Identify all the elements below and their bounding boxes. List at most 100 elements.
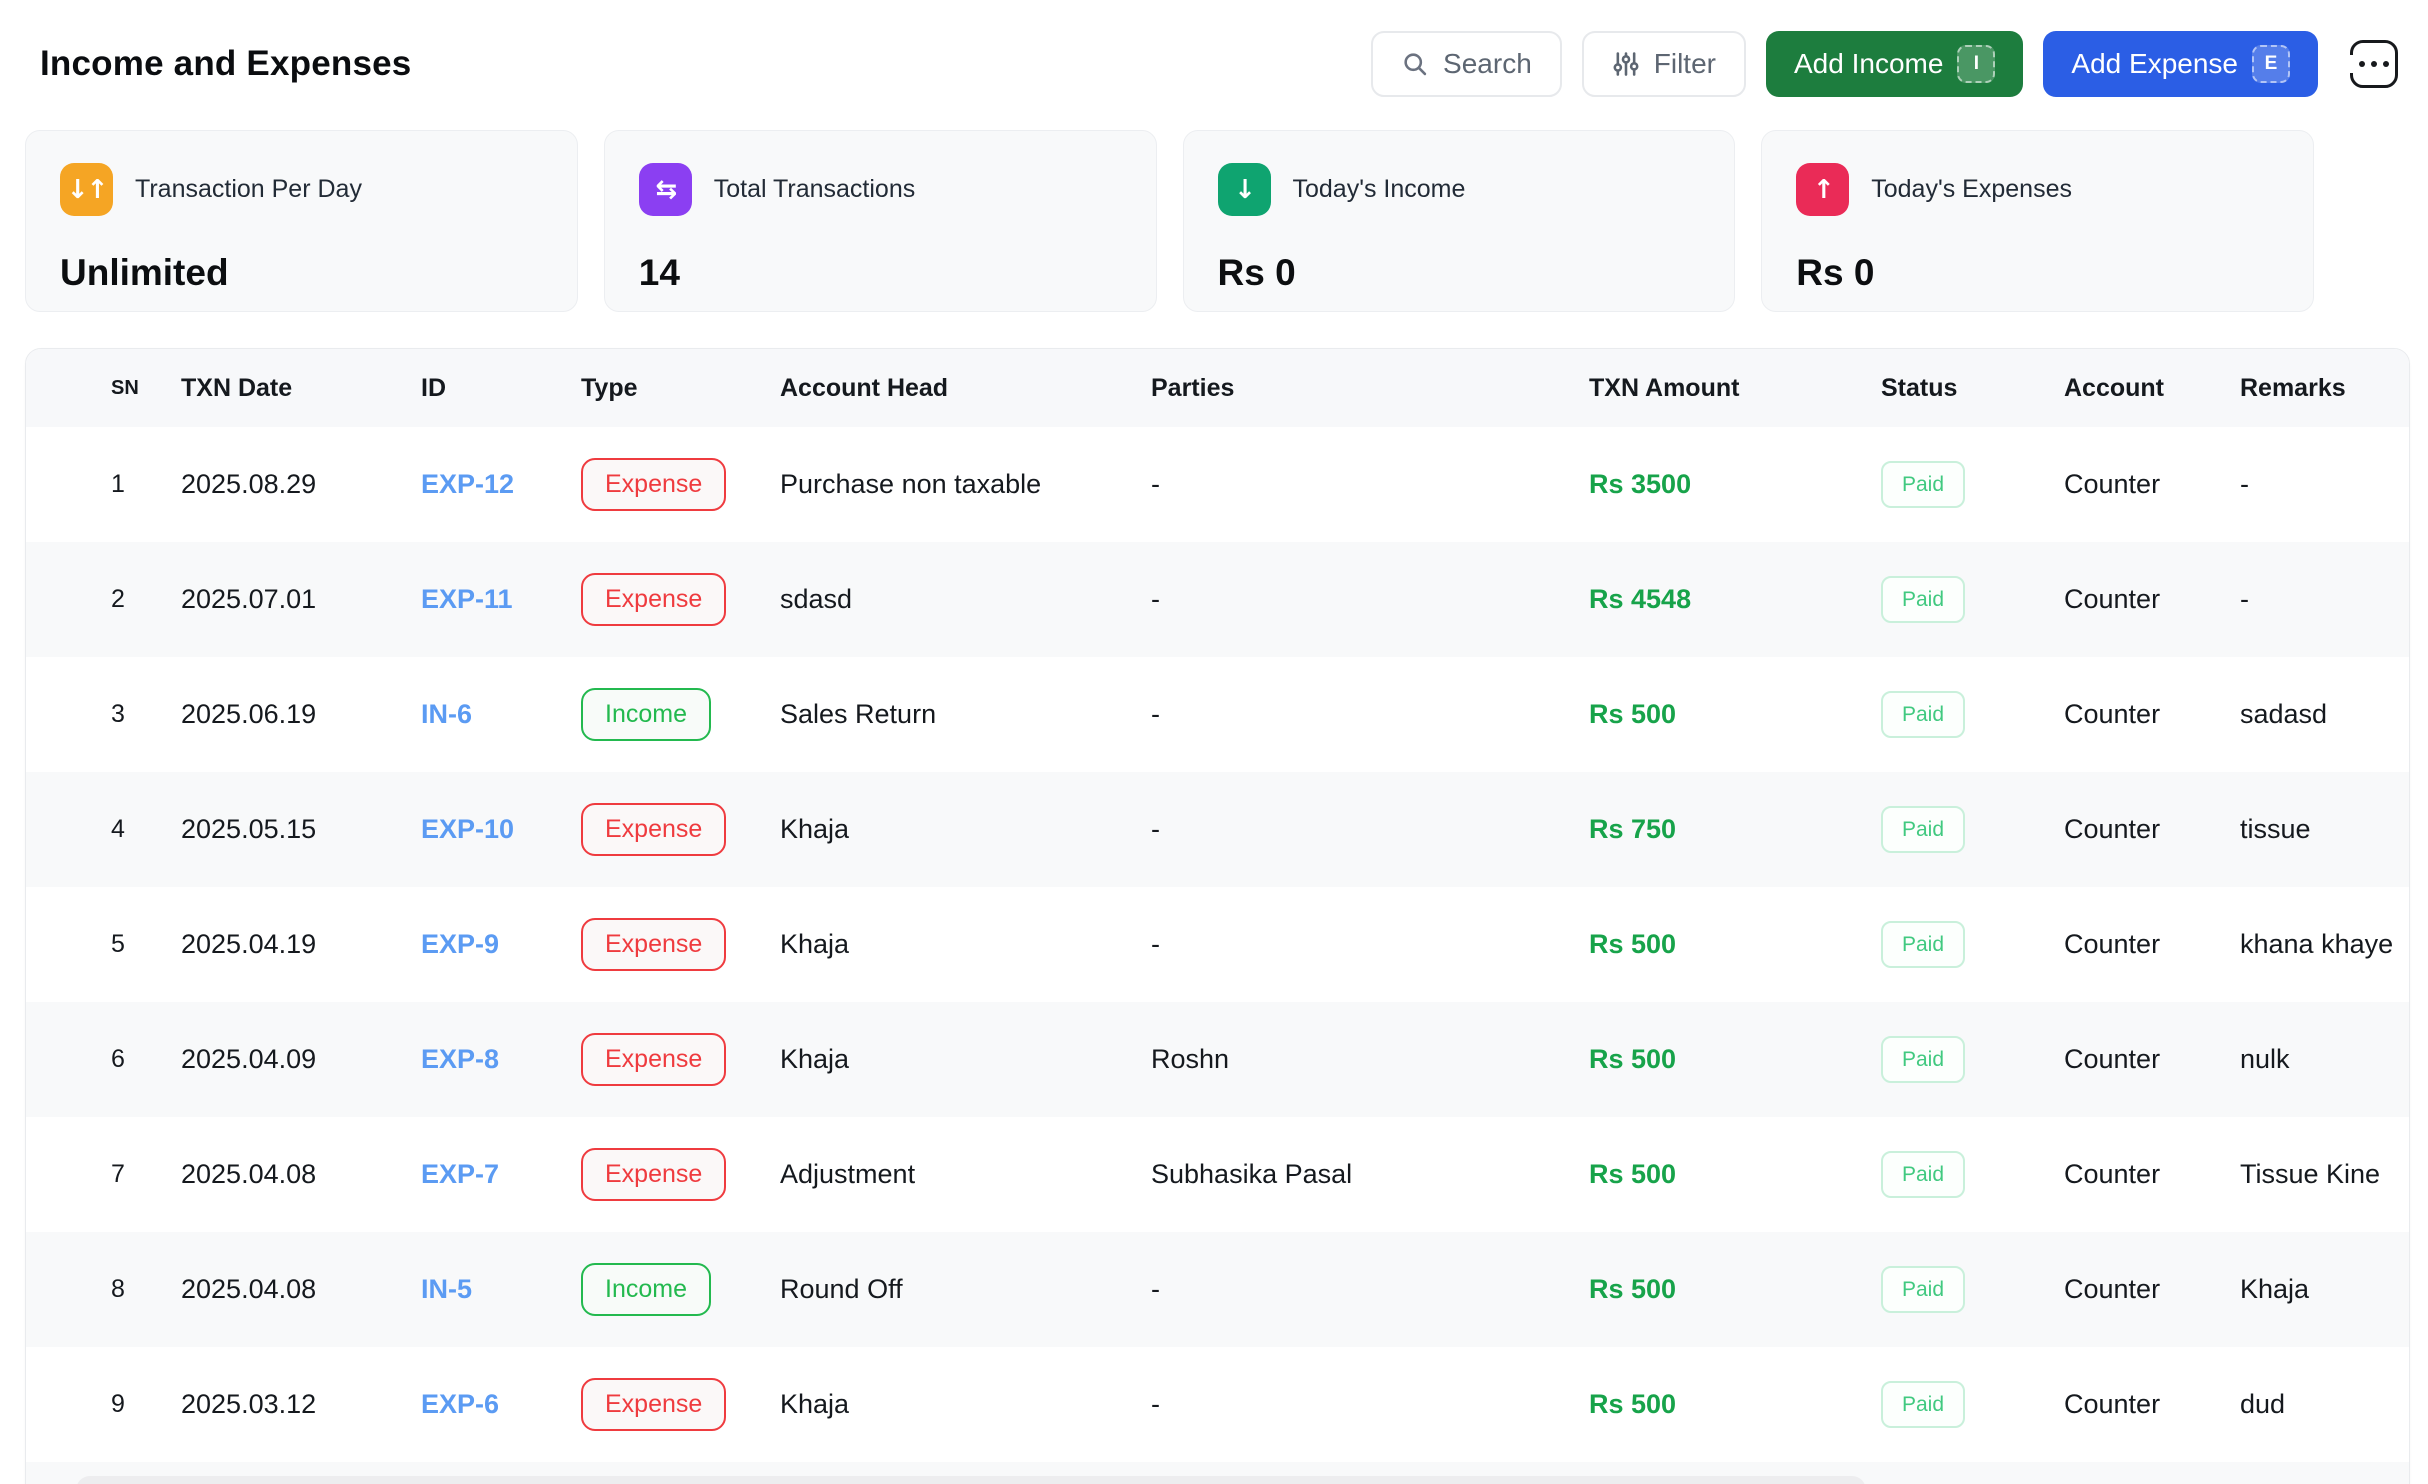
status-badge: Paid	[1881, 691, 1966, 738]
column-header-account: Account	[2064, 349, 2240, 427]
txn-amount-cell: Rs 500	[1589, 929, 1677, 959]
status-cell: Paid	[1881, 772, 2064, 887]
page-title: Income and Expenses	[40, 44, 412, 83]
horizontal-scrollbar-thumb[interactable]	[76, 1476, 1866, 1484]
txn-amount-cell: Rs 500	[1589, 1389, 1677, 1419]
horizontal-scrollbar	[26, 1462, 2409, 1484]
table-row[interactable]: 4 2025.05.15 EXP-10 Expense Khaja - Rs 7…	[26, 772, 2409, 887]
sn-cell: 7	[111, 1160, 125, 1188]
txn-id-link[interactable]: EXP-8	[421, 1044, 500, 1074]
table-row[interactable]: 3 2025.06.19 IN-6 Income Sales Return - …	[26, 657, 2409, 772]
account-head-cell: Khaja	[780, 929, 850, 959]
type-cell: Income	[581, 657, 780, 772]
table-header: SN TXN Date ID Type Account Head Parties…	[26, 349, 2409, 427]
table-row[interactable]: 5 2025.04.19 EXP-9 Expense Khaja - Rs 50…	[26, 887, 2409, 1002]
txn-id-link[interactable]: EXP-12	[421, 469, 515, 499]
account-cell: Counter	[2064, 1044, 2161, 1074]
txn-id-link[interactable]: EXP-10	[421, 814, 515, 844]
account-cell: Counter	[2064, 1274, 2161, 1304]
type-cell: Expense	[581, 1117, 780, 1232]
status-cell: Paid	[1881, 1117, 2064, 1232]
status-cell: Paid	[1881, 887, 2064, 1002]
type-badge: Expense	[581, 458, 727, 511]
arrow-down-icon: ↓	[1217, 163, 1271, 216]
txn-id-link[interactable]: EXP-11	[421, 584, 513, 614]
column-header-account-head: Account Head	[780, 349, 1151, 427]
sn-cell: 3	[111, 700, 125, 728]
account-head-cell: Khaja	[780, 1044, 850, 1074]
txn-id-link[interactable]: EXP-7	[421, 1159, 500, 1189]
toolbar: Search Filter Add Income I Add Expense E	[1371, 31, 2398, 97]
sn-cell: 4	[111, 815, 125, 843]
table-row[interactable]: 7 2025.04.08 EXP-7 Expense Adjustment Su…	[26, 1117, 2409, 1232]
column-header-txn-date: TXN Date	[181, 349, 421, 427]
add-income-button-label: Add Income	[1794, 48, 1944, 79]
txn-id-link[interactable]: IN-5	[421, 1274, 473, 1304]
type-badge: Income	[581, 1263, 711, 1316]
remarks-cell: -	[2240, 469, 2249, 499]
account-head-cell: Adjustment	[780, 1159, 916, 1189]
type-cell: Income	[581, 1232, 780, 1347]
table-row[interactable]: 9 2025.03.12 EXP-6 Expense Khaja - Rs 50…	[26, 1347, 2409, 1462]
txn-id-link[interactable]: EXP-9	[421, 929, 500, 959]
stat-label: Total Transactions	[713, 175, 916, 203]
parties-cell: -	[1151, 929, 1160, 959]
table-row[interactable]: 6 2025.04.09 EXP-8 Expense Khaja Roshn R…	[26, 1002, 2409, 1117]
add-income-shortcut-badge: I	[1957, 45, 1996, 83]
parties-cell: -	[1151, 1274, 1160, 1304]
stat-value: Unlimited	[60, 252, 229, 293]
table-body: 1 2025.08.29 EXP-12 Expense Purchase non…	[26, 427, 2409, 1462]
column-header-sn: SN	[26, 349, 181, 427]
txn-date-cell: 2025.08.29	[181, 469, 317, 499]
column-header-remarks: Remarks	[2240, 349, 2409, 427]
txn-date-cell: 2025.05.15	[181, 814, 317, 844]
stat-card-todays-income: ↓ Today's Income Rs 0	[1182, 130, 1736, 312]
remarks-cell: -	[2240, 584, 2249, 614]
stat-card-transaction-per-day: ↓↑ Transaction Per Day Unlimited	[25, 130, 578, 312]
txn-amount-cell: Rs 500	[1589, 1274, 1677, 1304]
status-badge: Paid	[1881, 806, 1966, 853]
table-row[interactable]: 8 2025.04.08 IN-5 Income Round Off - Rs …	[26, 1232, 2409, 1347]
status-badge: Paid	[1881, 576, 1966, 623]
stat-value: Rs 0	[1217, 252, 1296, 293]
parties-cell: Roshn	[1151, 1044, 1230, 1074]
account-cell: Counter	[2064, 584, 2161, 614]
filter-button[interactable]: Filter	[1581, 31, 1746, 97]
status-cell: Paid	[1881, 427, 2064, 542]
ellipsis-menu-icon[interactable]	[2350, 40, 2398, 88]
column-header-txn-amount: TXN Amount	[1589, 349, 1881, 427]
type-badge: Expense	[581, 803, 727, 856]
account-head-cell: Khaja	[780, 814, 850, 844]
table-row[interactable]: 1 2025.08.29 EXP-12 Expense Purchase non…	[26, 427, 2409, 542]
status-badge: Paid	[1881, 921, 1966, 968]
txn-date-cell: 2025.04.08	[181, 1159, 317, 1189]
account-head-cell: Sales Return	[780, 699, 937, 729]
status-cell: Paid	[1881, 1232, 2064, 1347]
txn-id-link[interactable]: IN-6	[421, 699, 473, 729]
stat-value: 14	[638, 252, 680, 293]
type-cell: Expense	[581, 1347, 780, 1462]
account-head-cell: Round Off	[780, 1274, 903, 1304]
table-row[interactable]: 2 2025.07.01 EXP-11 Expense sdasd - Rs 4…	[26, 542, 2409, 657]
status-badge: Paid	[1881, 1381, 1966, 1428]
txn-id-link[interactable]: EXP-6	[421, 1389, 500, 1419]
sliders-icon	[1612, 50, 1640, 78]
sn-cell: 8	[111, 1275, 125, 1303]
add-expense-shortcut-badge: E	[2252, 45, 2290, 83]
txn-amount-cell: Rs 500	[1589, 699, 1677, 729]
column-header-type: Type	[581, 349, 780, 427]
txn-amount-cell: Rs 4548	[1589, 584, 1692, 614]
status-badge: Paid	[1881, 1151, 1966, 1198]
sn-cell: 6	[111, 1045, 125, 1073]
search-button[interactable]: Search	[1371, 31, 1562, 97]
type-badge: Expense	[581, 1033, 727, 1086]
account-cell: Counter	[2064, 1159, 2161, 1189]
column-header-id: ID	[421, 349, 581, 427]
sn-cell: 2	[111, 585, 125, 613]
status-cell: Paid	[1881, 657, 2064, 772]
remarks-cell: sadasd	[2240, 699, 2328, 729]
search-button-label: Search	[1443, 48, 1532, 79]
add-income-button[interactable]: Add Income I	[1766, 31, 2024, 97]
account-head-cell: Khaja	[780, 1389, 850, 1419]
add-expense-button[interactable]: Add Expense E	[2043, 31, 2318, 97]
